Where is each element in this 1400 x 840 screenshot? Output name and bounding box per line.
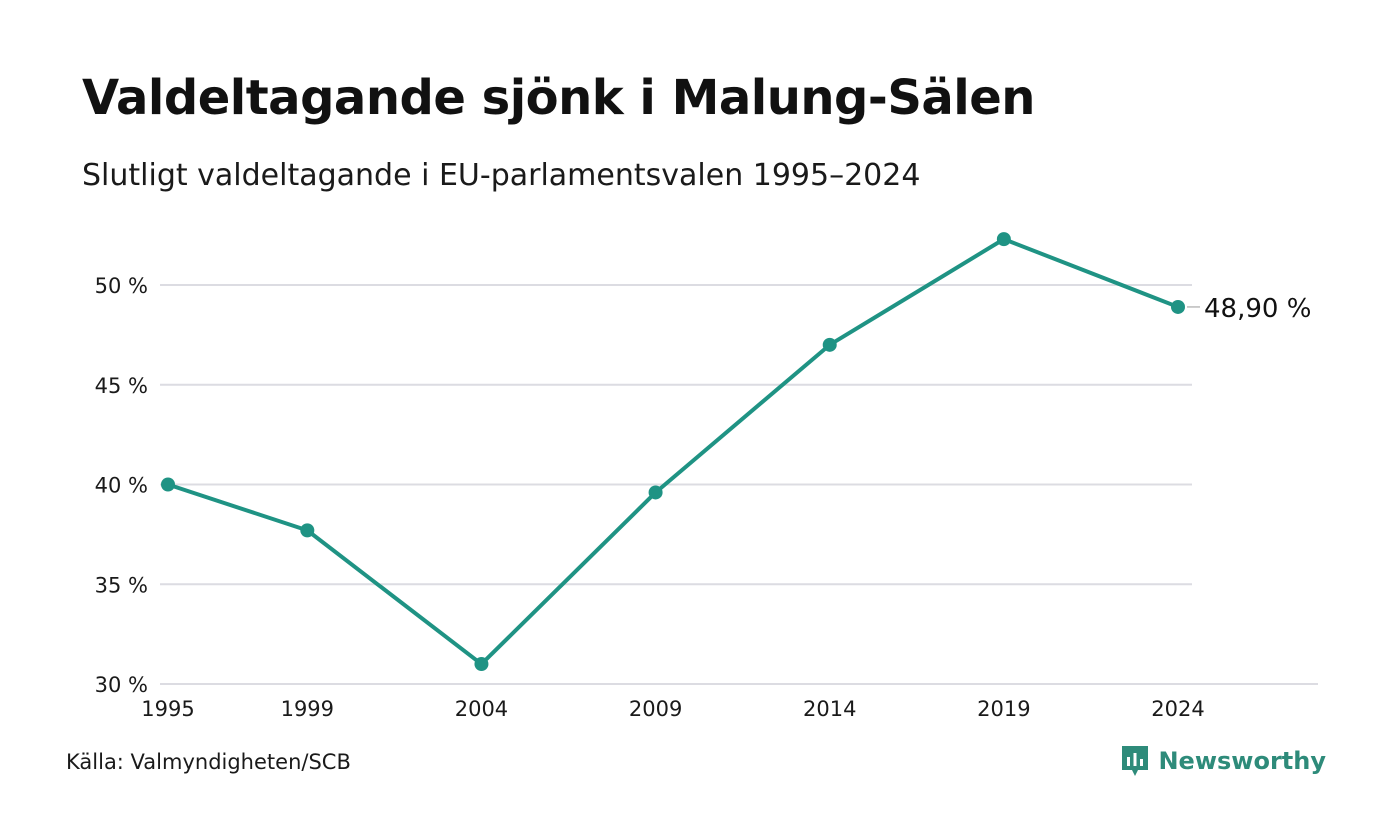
x-tick-label: 2019 — [977, 697, 1030, 721]
data-point[interactable] — [300, 523, 315, 538]
y-tick-label: 50 % — [95, 274, 148, 298]
data-point[interactable] — [822, 337, 837, 352]
line-chart: 30 % 35 % 40 % 45 % 50 % 1995 1999 2004 2009 2014… — [95, 232, 1318, 721]
series-line — [166, 237, 1180, 667]
y-tick-label: 40 % — [95, 474, 148, 498]
x-tick-label: 2009 — [629, 697, 682, 721]
y-tick-label: 45 % — [95, 374, 148, 398]
x-tick-label: 2024 — [1151, 697, 1204, 721]
x-tick-label: 1995 — [141, 697, 194, 721]
end-value-label: 48,90 % — [1204, 294, 1311, 324]
x-tick-label: 1999 — [281, 697, 334, 721]
y-tick-label: 30 % — [95, 673, 148, 697]
chart-title: Valdeltagande sjönk i Malung-Sälen — [82, 70, 1035, 126]
data-point[interactable] — [161, 477, 175, 492]
x-tick-label: 2004 — [455, 697, 508, 721]
newsworthy-logo-icon — [1122, 746, 1149, 776]
y-tick-label: 35 % — [95, 573, 148, 597]
data-point[interactable] — [474, 657, 489, 672]
chart-subtitle: Slutligt valdeltagande i EU-parlamentsva… — [82, 158, 921, 193]
data-point[interactable] — [1171, 299, 1185, 314]
source-note: Källa: Valmyndigheten/SCB — [66, 750, 351, 774]
data-point[interactable] — [648, 485, 663, 500]
data-point[interactable] — [996, 232, 1011, 247]
brand[interactable]: Newsworthy — [1120, 744, 1326, 778]
brand-name: Newsworthy — [1158, 747, 1326, 775]
x-tick-label: 2014 — [803, 697, 856, 721]
